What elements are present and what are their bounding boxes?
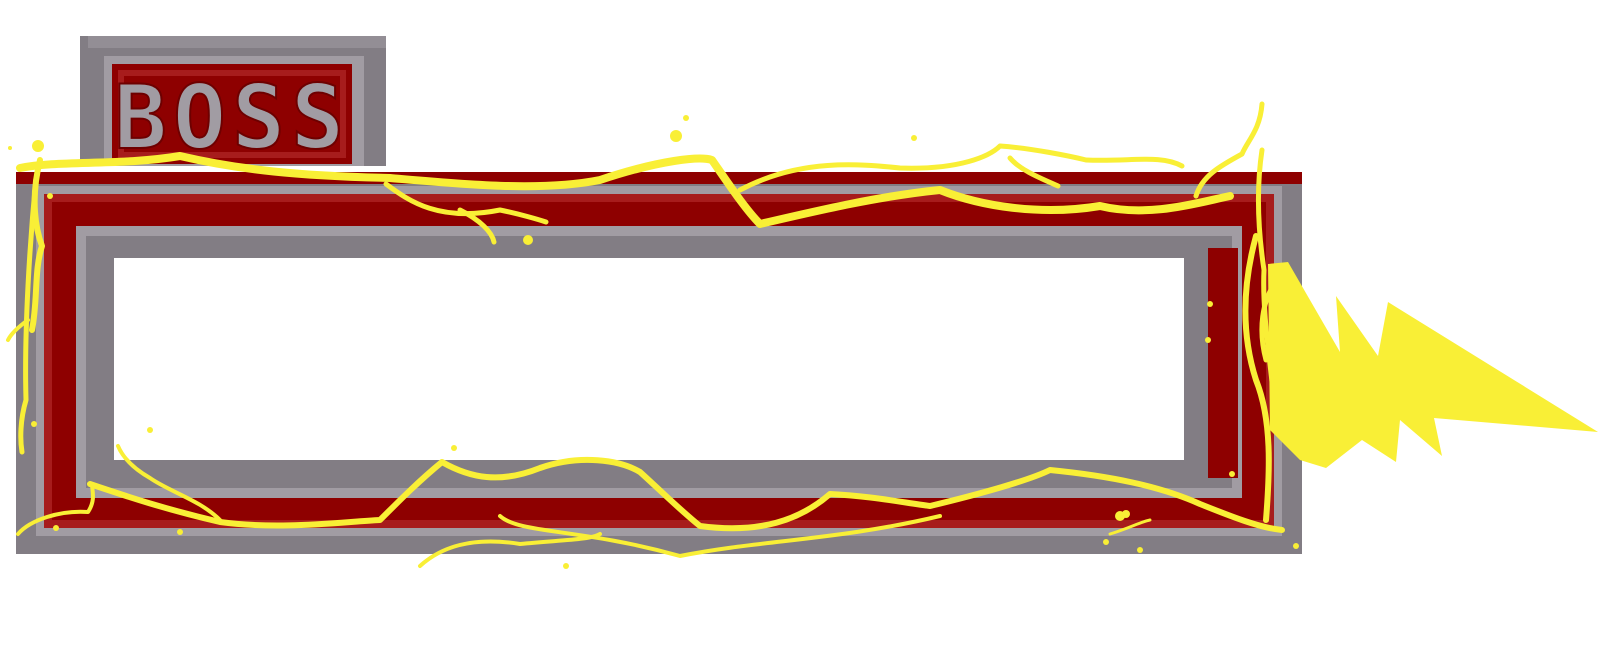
lightning-streaks	[6, 101, 1285, 568]
health-bar-empty-track	[114, 258, 1184, 460]
lightning-bolt-icon	[1268, 262, 1598, 468]
boss-label: BOSS	[114, 66, 350, 169]
lightning-sparks	[8, 115, 1299, 569]
boss-label-plate: BOSS	[80, 36, 386, 170]
